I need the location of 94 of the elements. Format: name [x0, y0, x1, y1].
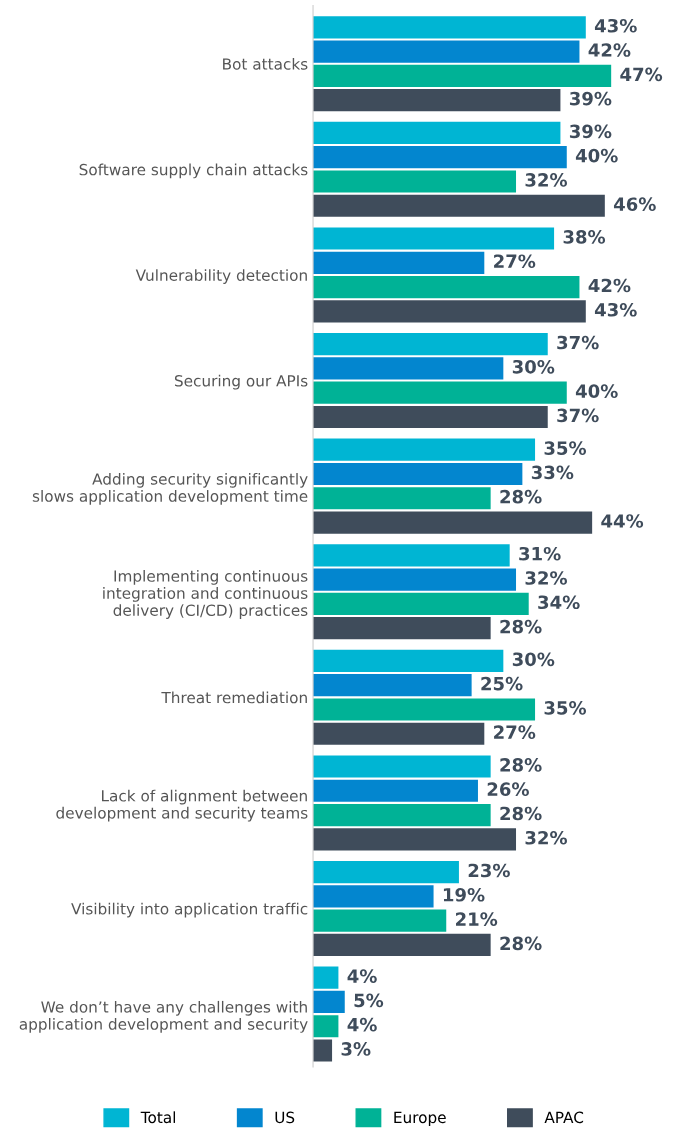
- bar: [313, 722, 485, 745]
- bar: [313, 933, 491, 957]
- data-label: 40%: [575, 148, 618, 163]
- bar: [313, 909, 447, 932]
- bar: [313, 544, 510, 567]
- data-label: 44%: [601, 514, 644, 528]
- bar: [313, 592, 529, 615]
- data-label: 28%: [500, 489, 542, 504]
- data-label: 42%: [588, 278, 631, 293]
- data-label: 28%: [500, 758, 542, 772]
- bar: [313, 64, 612, 87]
- data-label: 27%: [494, 725, 536, 739]
- data-label: 21%: [456, 912, 498, 926]
- bar: [313, 755, 491, 778]
- y-tick-label: Bot attacks: [223, 57, 308, 70]
- data-label: 23%: [468, 863, 510, 878]
- data-label: 28%: [500, 619, 542, 634]
- data-label: 4%: [347, 969, 377, 983]
- data-label: 34%: [538, 595, 580, 610]
- data-label: 35%: [544, 701, 587, 715]
- bar: [313, 966, 339, 989]
- data-label: 46%: [613, 197, 656, 212]
- data-label: 43%: [594, 302, 637, 317]
- bar: [313, 121, 561, 144]
- data-label: 43%: [594, 18, 637, 33]
- bar: [313, 1039, 333, 1062]
- data-label: 32%: [525, 830, 567, 845]
- bar: [313, 860, 459, 884]
- bar: [313, 828, 517, 851]
- bar: [313, 487, 491, 510]
- bar: [313, 438, 536, 461]
- bar: [313, 1015, 339, 1038]
- bar: [313, 251, 485, 274]
- data-label: 40%: [575, 384, 618, 398]
- data-label: 19%: [443, 887, 485, 902]
- data-label: 39%: [569, 124, 612, 139]
- legend-label: US: [275, 1111, 295, 1124]
- data-label: 3%: [341, 1042, 371, 1056]
- bar: [313, 16, 586, 39]
- data-label: 38%: [563, 230, 606, 244]
- data-label: 28%: [500, 936, 542, 951]
- bar: [313, 194, 605, 217]
- data-label: 35%: [544, 441, 587, 455]
- bar: [313, 405, 548, 429]
- data-label: 28%: [500, 806, 542, 821]
- bar: [313, 276, 580, 299]
- bar: [313, 885, 434, 908]
- bar: [313, 40, 580, 63]
- data-label: 27%: [494, 254, 536, 269]
- y-tick-label: Software supply chain attacks: [79, 163, 308, 179]
- data-label: 37%: [557, 335, 599, 350]
- y-tick-label: Implementing continuous integration and continuous delivery (CI/CD) practices: [103, 569, 308, 619]
- bar: [313, 674, 472, 697]
- y-tick-label: Lack of alignment between development and security teams: [56, 789, 308, 822]
- bar: [313, 803, 491, 827]
- bar: [313, 227, 555, 250]
- bar: [313, 779, 478, 802]
- data-label: 32%: [525, 571, 567, 585]
- bar: [313, 146, 567, 169]
- data-label: 42%: [588, 43, 631, 57]
- data-label: 5%: [354, 993, 384, 1008]
- y-tick-label: Visibility into application traffic: [71, 902, 308, 918]
- bar: [313, 333, 548, 356]
- bar: [313, 649, 504, 672]
- data-label: 25%: [481, 676, 523, 691]
- y-tick-label: Adding security significantly slows application development time: [32, 472, 308, 505]
- bar: [313, 511, 593, 534]
- data-label: 33%: [531, 465, 574, 480]
- legend-label: Total: [140, 1111, 175, 1124]
- data-label: 47%: [620, 67, 663, 82]
- legend-label: Europe: [394, 1111, 446, 1127]
- data-label: 26%: [487, 782, 529, 797]
- bar: [313, 170, 517, 193]
- bar: [313, 568, 517, 591]
- data-label: 30%: [512, 359, 555, 374]
- bar: [313, 89, 561, 112]
- data-label: 4%: [347, 1017, 377, 1032]
- bar: [313, 990, 345, 1014]
- bar: [313, 617, 491, 640]
- data-label: 37%: [557, 408, 599, 423]
- y-tick-label: We don’t have any challenges with application development and security: [19, 1000, 308, 1033]
- y-tick-label: Threat remediation: [161, 691, 307, 704]
- bar: [313, 300, 586, 323]
- y-tick-label: Vulnerability detection: [135, 269, 307, 284]
- bar: [313, 381, 567, 404]
- data-label: 32%: [525, 173, 567, 187]
- legend-label: APAC: [544, 1111, 584, 1124]
- data-label: 31%: [519, 546, 561, 561]
- data-label: 30%: [512, 652, 555, 667]
- bar: [313, 462, 523, 486]
- bar: [313, 357, 504, 380]
- y-tick-label: Securing our APIs: [174, 374, 308, 390]
- data-label: 39%: [569, 91, 612, 106]
- bar: [313, 698, 536, 721]
